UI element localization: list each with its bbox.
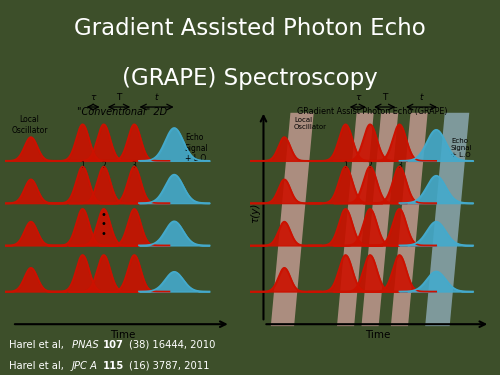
Text: τ(y): τ(y) — [250, 202, 260, 223]
Polygon shape — [391, 113, 428, 326]
Text: •: • — [101, 219, 106, 229]
Text: 1: 1 — [343, 161, 348, 170]
Text: PNAS: PNAS — [72, 340, 102, 350]
Text: Harel et al,: Harel et al, — [9, 340, 67, 350]
Text: 3: 3 — [132, 161, 136, 170]
Text: T: T — [382, 93, 388, 102]
Text: Echo
Signal
+ L.O: Echo Signal + L.O — [185, 133, 208, 163]
Text: t: t — [420, 93, 423, 102]
Text: 1: 1 — [80, 161, 85, 170]
Text: Time: Time — [364, 330, 390, 340]
Text: Gradient Assisted Photon Echo: Gradient Assisted Photon Echo — [74, 17, 426, 40]
Text: τ: τ — [90, 93, 96, 102]
Text: •: • — [101, 229, 106, 239]
Text: T: T — [116, 93, 121, 102]
Text: 2: 2 — [368, 161, 372, 170]
Text: (16) 3787, 2011: (16) 3787, 2011 — [129, 360, 210, 370]
Text: Local
Oscillator: Local Oscillator — [294, 117, 327, 130]
Text: Harel et al,: Harel et al, — [9, 360, 67, 370]
Text: Local
Oscillator: Local Oscillator — [12, 115, 48, 135]
Text: GRadient Assist Photon Echo (GRAPE): GRadient Assist Photon Echo (GRAPE) — [297, 107, 448, 116]
Polygon shape — [337, 113, 374, 326]
Text: Echo
Signal
+ L.O: Echo Signal + L.O — [451, 138, 472, 158]
Polygon shape — [425, 113, 470, 326]
Polygon shape — [362, 113, 398, 326]
Text: t: t — [155, 93, 158, 102]
Text: 3: 3 — [397, 161, 402, 170]
Text: τ: τ — [355, 93, 360, 102]
Text: JPC A: JPC A — [72, 360, 101, 370]
Text: (GRAPE) Spectroscopy: (GRAPE) Spectroscopy — [122, 68, 378, 90]
Text: "Conventional" 2D: "Conventional" 2D — [78, 107, 168, 117]
Text: •: • — [101, 210, 106, 220]
Text: 115: 115 — [103, 360, 124, 370]
Text: 2: 2 — [102, 161, 106, 170]
Text: (38) 16444, 2010: (38) 16444, 2010 — [129, 340, 216, 350]
Polygon shape — [271, 113, 314, 326]
Text: Time: Time — [110, 330, 135, 340]
Text: 107: 107 — [103, 340, 124, 350]
